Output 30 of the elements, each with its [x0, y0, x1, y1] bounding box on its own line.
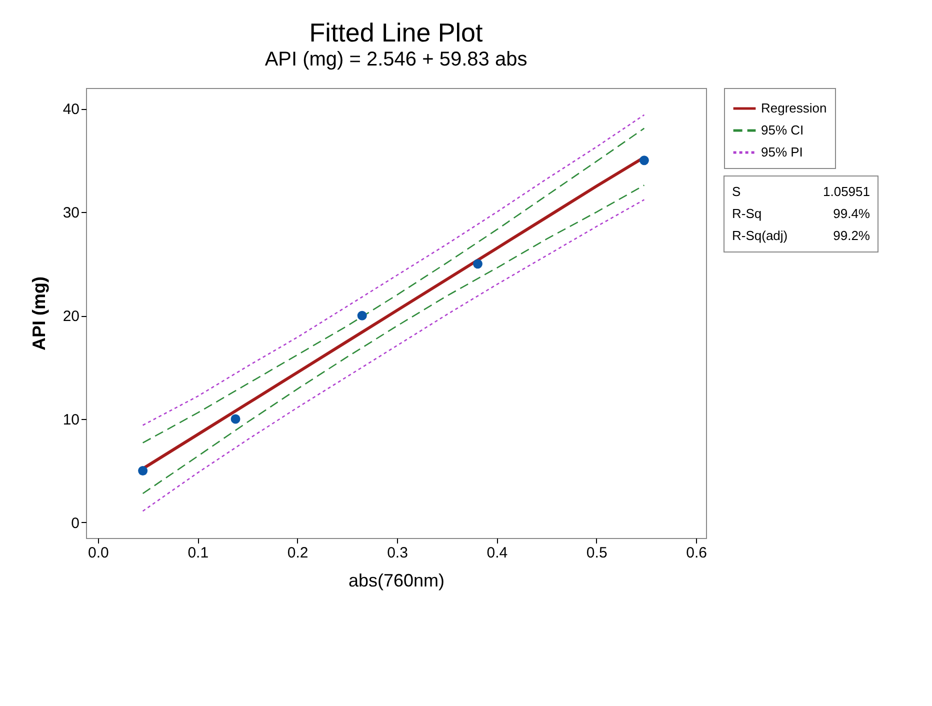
y-tick-label: 10 [62, 412, 80, 429]
legend-label: Regression [761, 100, 827, 116]
y-axis-title: API (mg) [28, 276, 49, 350]
legend-label: 95% PI [761, 144, 803, 160]
text: R-Sq [732, 206, 762, 221]
x-tick-label: 0.4 [486, 544, 508, 562]
point [639, 156, 649, 166]
y-tick-label: 0 [71, 514, 80, 532]
chart-title: Fitted Line Plot [309, 18, 484, 48]
point [357, 310, 367, 320]
point [138, 466, 148, 476]
point [472, 259, 482, 269]
x-tick-label: 0.0 [88, 544, 109, 562]
point [230, 414, 240, 424]
x-axis-title: abs(760nm) [348, 570, 445, 590]
chart-subtitle: API (mg) = 2.546 + 59.83 abs [264, 48, 528, 70]
y-tick-label: 20 [62, 308, 80, 326]
y-tick-label: 30 [62, 204, 80, 222]
legend-label: 95% CI [761, 122, 804, 138]
text: 99.2% [833, 228, 870, 243]
text: 1.05951 [823, 184, 870, 199]
text: R-Sq(adj) [732, 228, 788, 243]
x-tick-label: 0.1 [188, 544, 209, 562]
x-tick-label: 0.5 [586, 544, 608, 562]
text: 99.4% [833, 206, 870, 221]
text: S [732, 184, 741, 199]
x-tick-label: 0.3 [387, 544, 408, 562]
x-tick-label: 0.2 [287, 544, 308, 562]
y-tick-label: 40 [62, 101, 80, 118]
x-tick-label: 0.6 [686, 544, 707, 562]
